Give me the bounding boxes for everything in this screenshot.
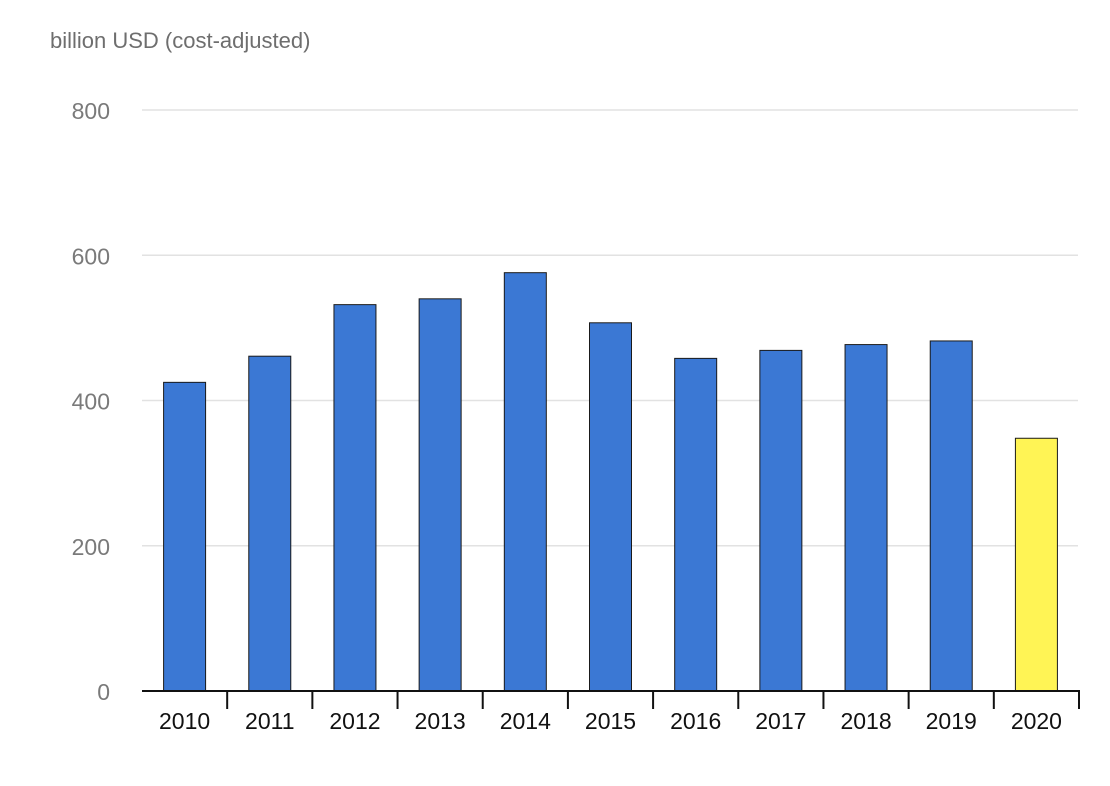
bar-2019 xyxy=(929,340,973,692)
x-tick-label-2016: 2016 xyxy=(670,708,721,734)
x-tick-label-2019: 2019 xyxy=(926,708,977,734)
y-tick-label: 600 xyxy=(72,243,110,269)
y-tick-label: 400 xyxy=(72,389,110,415)
x-tick-label-2010: 2010 xyxy=(159,708,210,734)
bar-2015 xyxy=(589,322,632,692)
x-tick-labels: 2010 2011 2012 2013 2014 2015 2016 2017 2018 2019… xyxy=(159,708,1062,734)
bar-2012 xyxy=(333,304,377,692)
bar-2010 xyxy=(163,381,207,692)
x-tick-label-2012: 2012 xyxy=(329,708,380,734)
x-tick-label-2018: 2018 xyxy=(840,708,891,734)
bar-2013 xyxy=(418,298,462,692)
x-tick-label-2013: 2013 xyxy=(415,708,466,734)
y-axis-label: billion USD (cost-adjusted) xyxy=(50,28,311,53)
bar-2018 xyxy=(844,344,888,692)
y-tick-label: 0 xyxy=(97,679,110,705)
x-tick-label-2020: 2020 xyxy=(1011,708,1062,734)
y-tick-labels: 0 200 400 600 800 xyxy=(72,98,110,705)
x-tick-label-2011: 2011 xyxy=(245,708,294,734)
x-tick-label-2017: 2017 xyxy=(755,708,806,734)
bar-2011 xyxy=(248,355,292,692)
bar-2017 xyxy=(759,349,803,692)
x-tick-label-2014: 2014 xyxy=(500,708,551,734)
y-tick-label: 200 xyxy=(72,534,110,560)
bar-2014 xyxy=(503,272,547,692)
x-tick-label-2015: 2015 xyxy=(585,708,636,734)
x-axis xyxy=(142,690,1080,709)
bar-2016 xyxy=(674,357,718,692)
bars xyxy=(163,272,1058,692)
bar-2020 xyxy=(1014,437,1058,692)
y-tick-label: 800 xyxy=(72,98,110,124)
